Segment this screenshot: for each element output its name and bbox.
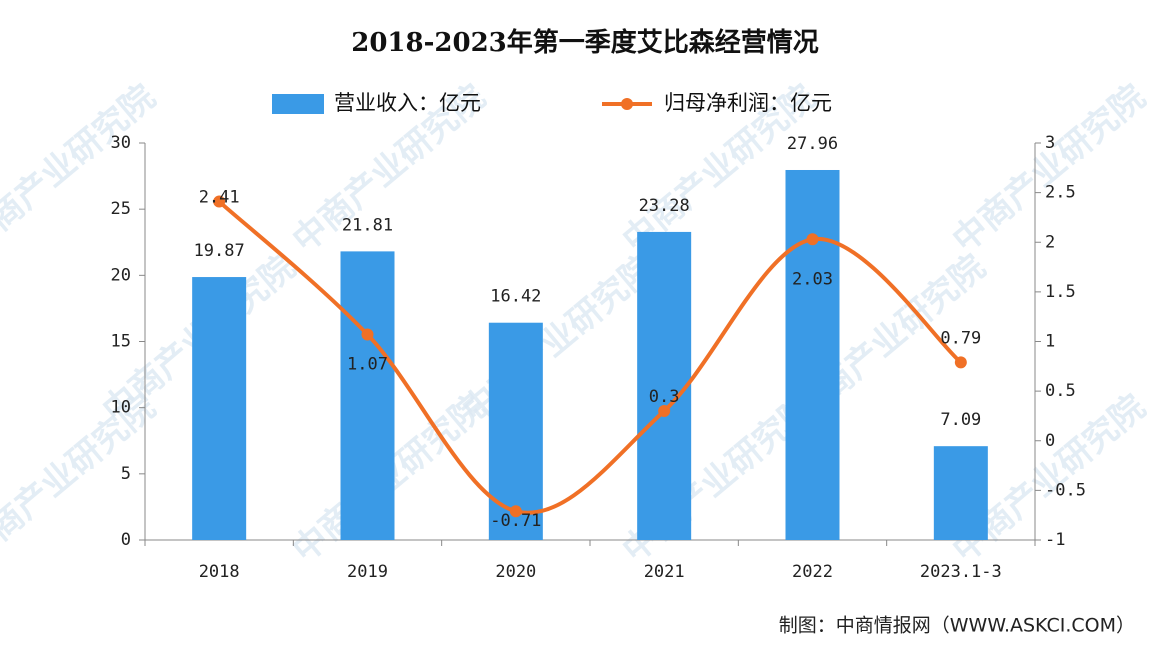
line-value-label: -0.71 [490,511,541,531]
bar-value-label: 7.09 [940,410,981,430]
line-point [806,233,819,246]
bar-value-label: 21.81 [342,215,393,235]
line-value-label: 2.41 [199,188,240,208]
y2-tick-label: 0.5 [1045,381,1076,401]
line-value-label: 2.03 [792,269,833,289]
line-point [361,328,374,341]
y-tick-label: 30 [111,133,131,153]
bar [637,231,692,541]
y2-tick-label: 2.5 [1045,183,1076,203]
legend-label: 归母净利润：亿元 [664,91,832,115]
y2-tick-label: -0.5 [1045,480,1086,500]
legend-swatch [621,98,633,110]
x-tick-label: 2018 [199,562,240,582]
bar-value-label: 16.42 [490,287,541,307]
line-value-label: 1.07 [347,355,388,375]
x-tick-label: 2022 [792,562,833,582]
line [217,200,963,515]
y-tick-label: 5 [121,464,131,484]
x-tick-label: 2023.1-3 [920,562,1002,582]
y2-tick-label: 0 [1045,431,1055,451]
legend-label: 营业收入：亿元 [334,91,481,115]
y-tick-label: 20 [111,265,131,285]
y-tick-label: 0 [121,530,131,550]
bar-value-label: 23.28 [639,196,690,216]
y2-tick-label: 2 [1045,232,1055,252]
x-tick-label: 2019 [347,562,388,582]
y-tick-label: 25 [111,199,131,219]
line-value-label: 0.79 [940,328,981,348]
bar-value-label: 27.96 [787,134,838,154]
y-tick-label: 10 [111,398,131,418]
y2-tick-label: -1 [1045,530,1065,550]
bar-value-label: 19.87 [194,241,245,261]
legend-swatch [272,94,324,114]
y2-tick-label: 1.5 [1045,282,1076,302]
y2-tick-label: 3 [1045,133,1055,153]
bar [192,277,247,540]
line-point [213,195,226,208]
bar [340,251,395,541]
y-tick-label: 15 [111,332,131,352]
y2-tick-label: 1 [1045,332,1055,352]
chart-title: 2018-2023年第一季度艾比森经营情况 [351,27,819,58]
line-point [658,404,671,417]
line-point [509,505,522,518]
bar [785,169,840,540]
x-tick-label: 2020 [495,562,536,582]
line-value-label: 0.3 [649,387,680,407]
bar [933,446,988,540]
line-point [954,356,967,369]
x-tick-label: 2021 [644,562,685,582]
source-note: 制图：中商情报网（WWW.ASKCI.COM） [779,615,1135,637]
